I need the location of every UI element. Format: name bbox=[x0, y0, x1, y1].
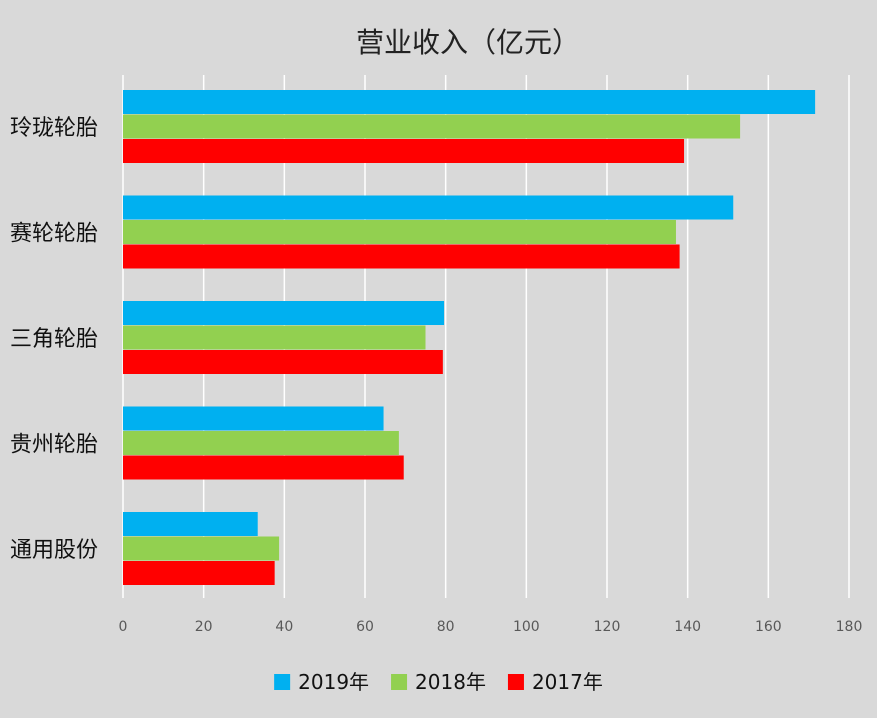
x-tick-label: 120 bbox=[594, 619, 621, 635]
legend-swatch bbox=[274, 674, 291, 690]
x-axis-tick-labels: 0 20 40 60 80 100 120 140 160 180 bbox=[119, 619, 863, 635]
chart-title: 营业收入（亿元） bbox=[356, 26, 580, 59]
bar bbox=[123, 431, 399, 455]
category-label: 赛轮轮胎 bbox=[10, 221, 98, 246]
category-label: 贵州轮胎 bbox=[10, 432, 98, 457]
legend-label: 2019年 bbox=[298, 670, 369, 694]
bar bbox=[123, 561, 275, 585]
bars bbox=[123, 90, 816, 585]
legend-label: 2018年 bbox=[415, 670, 486, 694]
x-tick-label: 60 bbox=[356, 619, 374, 635]
category-label: 三角轮胎 bbox=[10, 327, 98, 352]
bar bbox=[123, 220, 676, 244]
bar bbox=[123, 301, 445, 325]
bar bbox=[123, 536, 280, 561]
bar bbox=[123, 350, 443, 374]
x-tick-label: 40 bbox=[275, 619, 293, 635]
legend-swatch bbox=[391, 674, 408, 690]
category-label: 玲珑轮胎 bbox=[10, 116, 98, 141]
legend: 2019年 2018年 2017年 bbox=[274, 670, 603, 694]
legend-swatch bbox=[507, 674, 524, 690]
bar bbox=[123, 455, 404, 480]
bar bbox=[123, 244, 680, 269]
x-tick-label: 180 bbox=[836, 619, 863, 635]
legend-label: 2017年 bbox=[532, 670, 603, 694]
bar bbox=[123, 90, 816, 114]
x-tick-label: 100 bbox=[513, 619, 540, 635]
x-tick-label: 0 bbox=[119, 619, 128, 635]
bar bbox=[123, 195, 734, 220]
bar bbox=[123, 139, 685, 163]
bar bbox=[123, 325, 426, 350]
bar bbox=[123, 512, 258, 536]
bar bbox=[123, 114, 741, 139]
x-tick-label: 160 bbox=[755, 619, 782, 635]
category-label: 通用股份 bbox=[10, 538, 98, 563]
x-tick-label: 80 bbox=[437, 619, 455, 635]
x-tick-label: 20 bbox=[195, 619, 213, 635]
bar bbox=[123, 406, 384, 431]
x-tick-label: 140 bbox=[674, 619, 701, 635]
